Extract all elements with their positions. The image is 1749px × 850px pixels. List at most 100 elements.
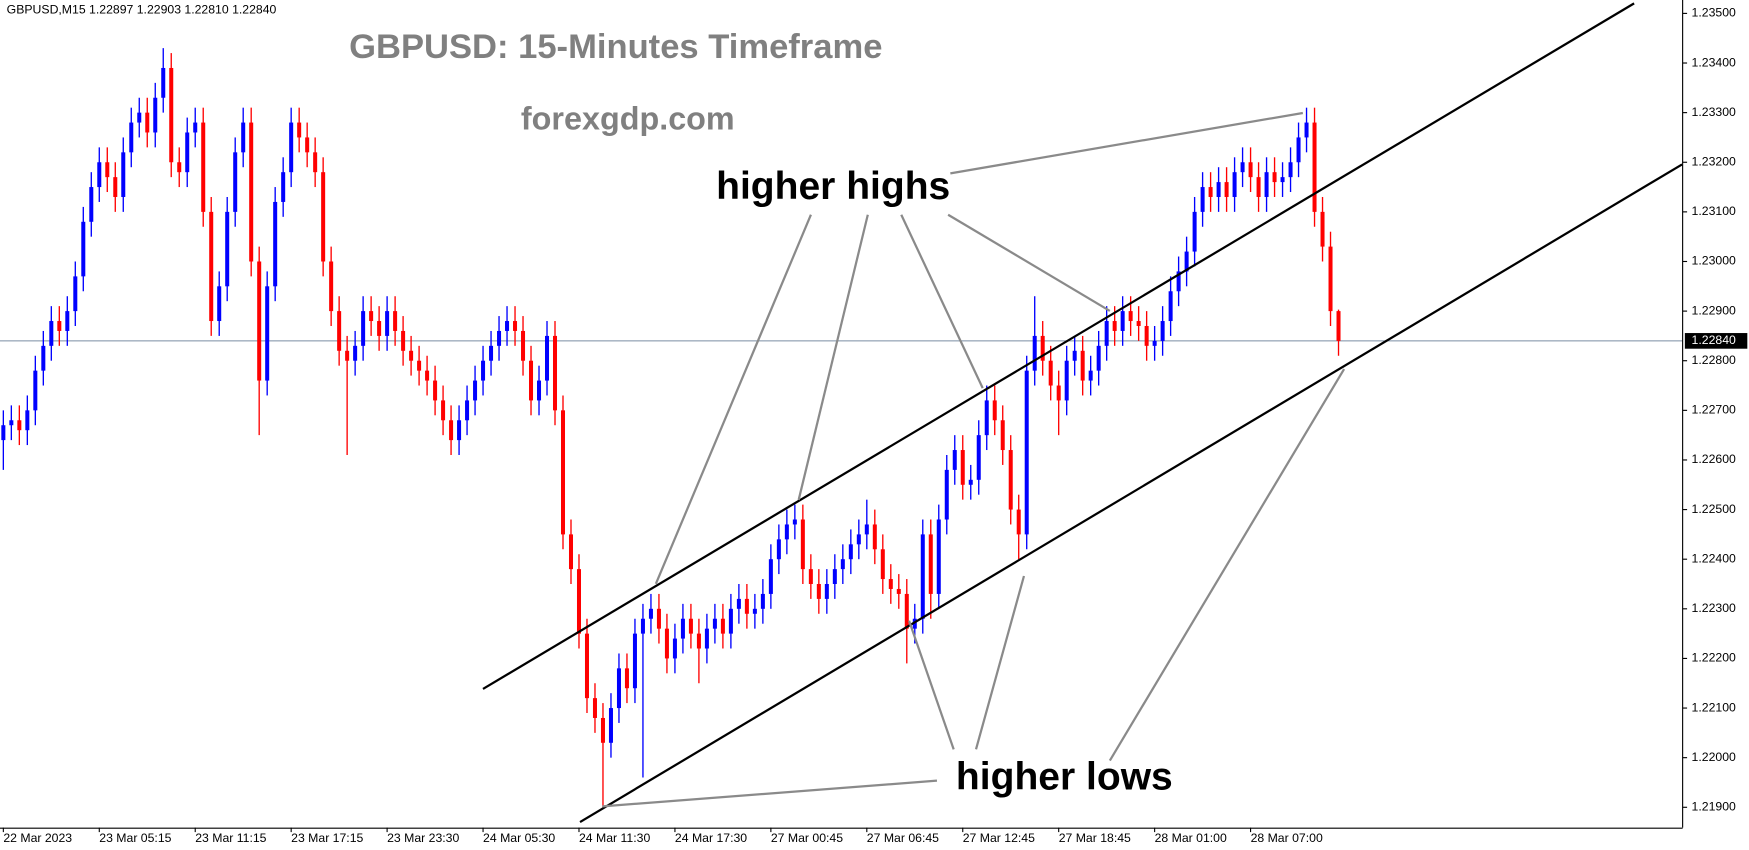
- candle-body: [752, 608, 757, 614]
- candle-body: [832, 569, 837, 585]
- candle-body: [409, 350, 414, 361]
- candle-body: [161, 67, 166, 98]
- candle-body: [529, 360, 534, 401]
- candle-body: [648, 608, 653, 619]
- candle-body: [385, 311, 390, 336]
- candle-body: [217, 286, 222, 322]
- candle-body: [1208, 187, 1213, 197]
- candle-body: [353, 345, 358, 361]
- candle-body: [417, 360, 422, 371]
- candle-body: [49, 321, 54, 346]
- candle-body: [329, 261, 334, 312]
- candle-body: [672, 638, 677, 659]
- candle-body: [1328, 246, 1333, 312]
- pointer: [974, 575, 1026, 750]
- candle-body: [313, 152, 318, 173]
- candle-body: [1256, 177, 1261, 197]
- candle-body: [816, 584, 821, 599]
- candle-body: [776, 539, 781, 560]
- candle-body: [1200, 187, 1205, 212]
- candle-body: [1032, 335, 1037, 371]
- candle-body: [17, 420, 22, 431]
- candle-body: [1272, 172, 1277, 183]
- candle-body: [1128, 311, 1133, 322]
- candle-body: [489, 345, 494, 361]
- candle-body: [616, 668, 621, 709]
- candle-body: [984, 400, 989, 436]
- x-tick-label: 27 Mar 06:45: [867, 831, 939, 845]
- candle-body: [904, 593, 909, 629]
- candle-body: [193, 122, 198, 133]
- x-tick-label: 27 Mar 00:45: [771, 831, 843, 845]
- candle-body: [1264, 172, 1269, 197]
- candle-body: [297, 122, 302, 138]
- candle-body: [864, 524, 869, 535]
- candle-body: [880, 549, 885, 580]
- candle-body: [441, 400, 446, 421]
- candle-body: [209, 211, 214, 322]
- candle-body: [449, 420, 454, 441]
- channel-upper: [482, 2, 1635, 690]
- candle-body: [896, 588, 901, 594]
- candle-body: [920, 534, 925, 619]
- pointer: [950, 111, 1304, 175]
- candle-body: [1144, 325, 1149, 346]
- annotation: higher highs: [716, 165, 950, 208]
- candle-body: [41, 345, 46, 371]
- candle-body: [800, 519, 805, 570]
- y-tick-label: 1.23200: [1692, 154, 1736, 168]
- candle-body: [401, 330, 406, 351]
- candle-body: [680, 618, 685, 639]
- candle-body: [744, 598, 749, 614]
- candle-body: [960, 450, 965, 485]
- candle-body: [81, 221, 86, 277]
- candle-body: [952, 450, 957, 470]
- candle-body: [1320, 211, 1325, 247]
- candle-body: [289, 122, 294, 173]
- x-tick-label: 23 Mar 11:15: [195, 831, 266, 845]
- candle-body: [321, 172, 326, 262]
- candle-body: [928, 534, 933, 594]
- current-price-box: [1684, 333, 1748, 349]
- x-tick-label: 28 Mar 01:00: [1155, 831, 1227, 845]
- candle-body: [465, 400, 470, 421]
- candle-body: [1304, 122, 1309, 138]
- candle-body: [568, 534, 574, 570]
- candle-body: [688, 618, 693, 634]
- candle-body: [257, 261, 262, 381]
- candle-body: [1064, 360, 1069, 401]
- candle-body: [576, 569, 581, 634]
- chart-subtitle: forexgdp.com: [521, 101, 735, 137]
- candle-body: [1168, 291, 1173, 322]
- candle-body: [1176, 271, 1181, 292]
- x-tick-label: 23 Mar 23:30: [387, 831, 459, 845]
- candle-body: [345, 350, 350, 361]
- candle-body: [1056, 385, 1061, 401]
- candle-body: [1232, 172, 1237, 197]
- candle-body: [872, 524, 877, 550]
- candle-body: [976, 435, 981, 480]
- candle-body: [65, 311, 70, 331]
- candle-body: [177, 162, 182, 173]
- candle-body: [481, 360, 486, 381]
- candle-body: [137, 112, 142, 123]
- candle-body: [1104, 321, 1109, 346]
- pointer: [908, 620, 955, 750]
- x-tick-label: 23 Mar 05:15: [99, 831, 171, 845]
- candle-body: [425, 370, 430, 381]
- candle-body: [728, 608, 733, 634]
- candle-body: [552, 335, 558, 411]
- candle-body: [521, 330, 526, 361]
- candle-body: [656, 608, 661, 629]
- y-tick-label: 1.23300: [1692, 105, 1736, 119]
- y-tick-label: 1.22800: [1692, 353, 1736, 367]
- candle-body: [968, 479, 973, 485]
- candle-body: [600, 717, 605, 743]
- candle-body: [632, 633, 637, 689]
- candle-body: [1240, 162, 1245, 173]
- candle-body: [497, 330, 502, 346]
- candle-body: [1288, 162, 1293, 178]
- candle-body: [1192, 211, 1197, 252]
- candle-body: [121, 152, 126, 197]
